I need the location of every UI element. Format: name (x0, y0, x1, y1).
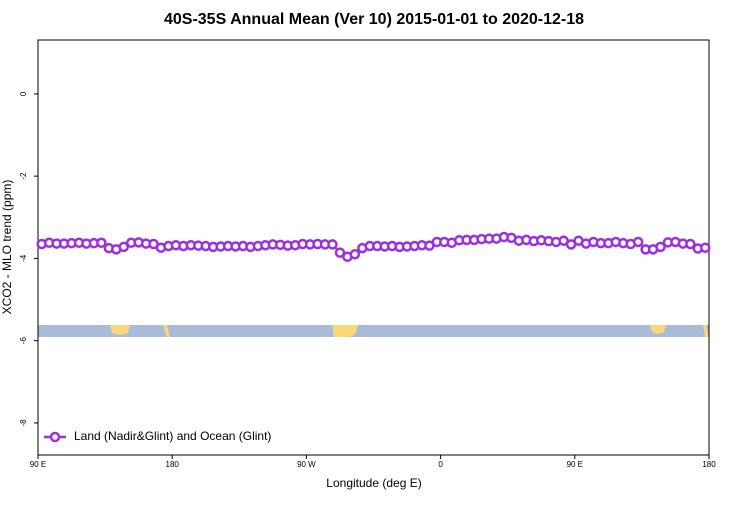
data-point (349, 249, 361, 260)
chart-title: 40S-35S Annual Mean (Ver 10) 2015-01-01 … (164, 11, 584, 28)
y-axis-label: XCO2 - MLO trend (ppm) (0, 180, 14, 315)
x-tick-label: 180 (702, 460, 716, 469)
y-tick-label: -2 (19, 172, 28, 180)
x-axis-label: Longitude (deg E) (326, 476, 421, 490)
data-point (334, 247, 346, 258)
data-point (327, 239, 338, 250)
data-point (700, 242, 711, 253)
data-point (118, 241, 129, 253)
data-point (685, 238, 696, 250)
ocean-strip (38, 325, 709, 337)
data-point (96, 237, 107, 249)
y-tick-label: 0 (19, 91, 28, 96)
y-tick-label: -4 (19, 254, 28, 262)
data-point (655, 241, 666, 253)
y-tick-label: -6 (19, 337, 28, 345)
land-blobs (110, 325, 709, 337)
legend-marker (49, 431, 61, 443)
y-tick-label: -8 (19, 419, 28, 427)
x-tick-label: 0 (438, 460, 443, 469)
data-point (632, 236, 644, 248)
x-tick-label: 180 (166, 460, 180, 469)
x-tick-label: 90 W (297, 460, 316, 469)
legend-label: Land (Nadir&Glint) and Ocean (Glint) (74, 429, 271, 443)
x-tick-label: 90 E (30, 460, 46, 469)
x-tick-label: 90 E (567, 460, 583, 469)
